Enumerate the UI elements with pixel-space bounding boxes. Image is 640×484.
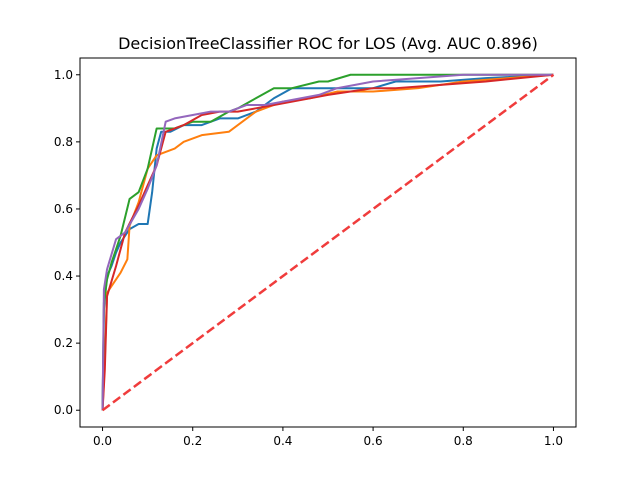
axes-frame — [79, 57, 577, 428]
x-tick-label: 0.0 — [93, 434, 112, 448]
x-tick-label: 0.2 — [183, 434, 202, 448]
x-axis: 0.0 0.2 0.4 0.6 0.8 1.0 — [93, 427, 563, 448]
x-tick-label: 0.4 — [273, 434, 292, 448]
roc-series-line-5 — [101, 73, 554, 411]
x-tick-label: 1.0 — [544, 434, 563, 448]
y-tick-label: 0.4 — [54, 269, 73, 283]
x-tick-label: 0.6 — [364, 434, 383, 448]
y-tick-label: 0.6 — [54, 202, 73, 216]
y-tick-label: 1.0 — [54, 68, 73, 82]
plot-area — [101, 73, 555, 412]
y-tick-label: 0.8 — [54, 135, 73, 149]
chance-reference-line — [101, 73, 555, 412]
x-tick-label: 0.8 — [454, 434, 473, 448]
y-axis: 0.0 0.2 0.4 0.6 0.8 1.0 — [54, 68, 80, 417]
y-tick-label: 0.2 — [54, 336, 73, 350]
chart-title: DecisionTreeClassifier ROC for LOS (Avg.… — [118, 34, 538, 53]
roc-series-line-1 — [101, 73, 554, 411]
y-tick-label: 0.0 — [54, 403, 73, 417]
